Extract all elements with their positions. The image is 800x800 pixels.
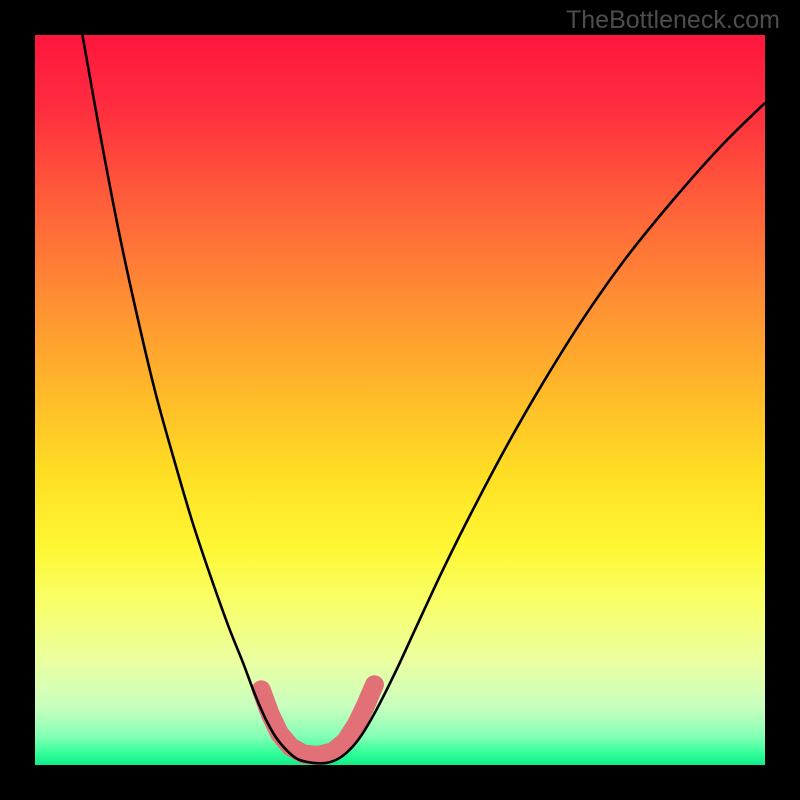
watermark-text: TheBottleneck.com — [566, 6, 780, 35]
heatmap-gradient — [35, 35, 765, 765]
plot-area — [35, 35, 765, 765]
chart-frame — [0, 0, 800, 800]
